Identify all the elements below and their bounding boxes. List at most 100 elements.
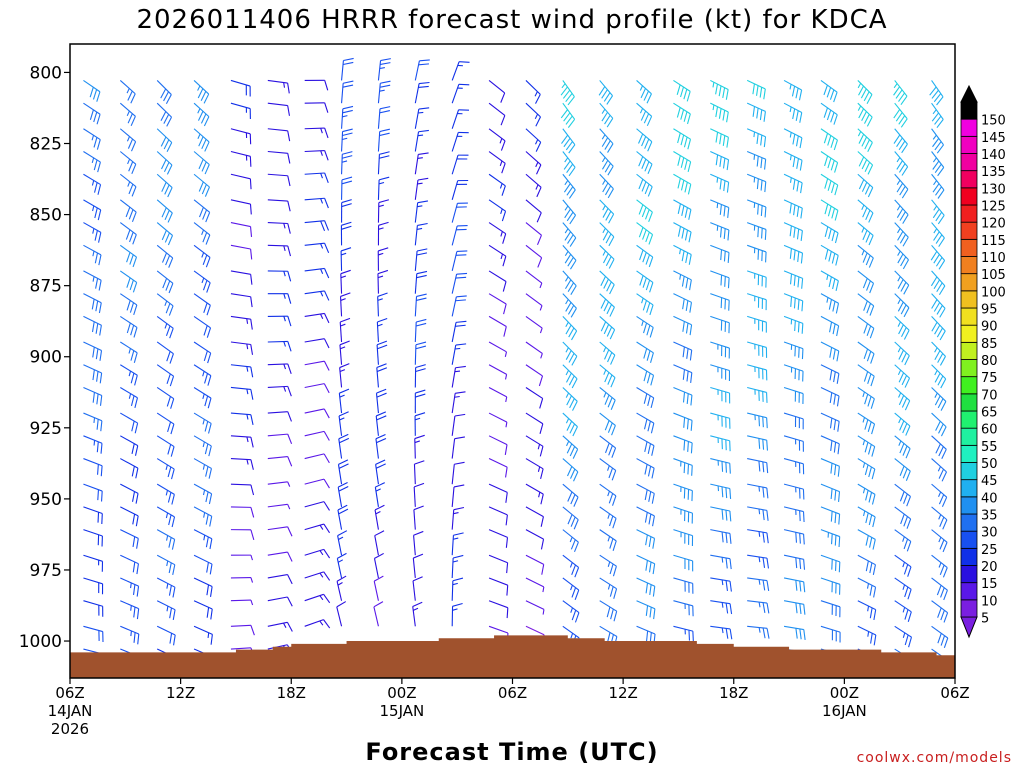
wind-barb	[857, 435, 876, 457]
wind-barb	[636, 293, 654, 316]
wind-barb	[83, 102, 101, 125]
y-tick-label: 875	[30, 277, 62, 297]
wind-barb	[894, 316, 910, 340]
wind-barb	[488, 270, 507, 292]
colorbar-swatch	[960, 565, 978, 584]
wind-barb	[636, 435, 655, 456]
wind-barb	[488, 293, 507, 315]
wind-barb	[783, 577, 806, 593]
wind-barb	[857, 128, 873, 153]
wind-barb	[525, 364, 544, 387]
x-tick-label: 06Z	[498, 684, 527, 702]
wind-barb	[525, 577, 545, 593]
wind-barb	[377, 292, 388, 317]
wind-barb	[230, 624, 255, 636]
x-tick-label: 2026	[51, 720, 89, 738]
colorbar-swatch	[960, 324, 978, 343]
wind-barb	[673, 102, 691, 125]
wind-barb	[451, 461, 465, 485]
wind-barb	[673, 435, 693, 454]
x-tick-label: 06Z	[940, 684, 969, 702]
wind-barb	[894, 625, 913, 648]
wind-barb	[599, 412, 616, 436]
wind-barb	[599, 435, 617, 458]
wind-barb	[525, 102, 541, 127]
wind-barb	[599, 600, 618, 622]
wind-barb	[230, 435, 254, 448]
colorbar-swatch	[960, 221, 978, 240]
wind-barb	[377, 247, 389, 271]
wind-barb	[156, 529, 176, 550]
wind-barb	[451, 506, 465, 530]
wind-barb	[783, 364, 804, 382]
wind-barb	[857, 151, 874, 175]
wind-barb	[857, 387, 875, 409]
wind-barb	[710, 244, 730, 263]
wind-barb	[451, 109, 470, 129]
wind-barb	[120, 600, 140, 620]
wind-barb	[377, 58, 391, 81]
y-axis: 800 825 850 875 900 925 950 975 1000	[19, 63, 70, 652]
wind-barb	[83, 151, 101, 173]
wind-barb	[710, 79, 729, 100]
wind-barb	[894, 222, 909, 247]
wind-barb	[673, 199, 692, 220]
wind-barb	[193, 80, 210, 104]
wind-barb	[83, 412, 103, 432]
colorbar-swatch	[960, 513, 978, 532]
wind-barb	[193, 554, 213, 575]
wind-barb	[747, 386, 768, 403]
y-tick-label: 950	[30, 490, 62, 510]
wind-barb	[377, 128, 390, 152]
wind-barb	[304, 79, 329, 91]
wind-barb	[451, 250, 468, 272]
wind-barb	[267, 293, 292, 304]
wind-barb	[783, 244, 804, 264]
colorbar-swatch	[960, 444, 978, 463]
wind-barb	[488, 222, 507, 244]
wind-barb	[341, 176, 353, 200]
wind-barb	[673, 244, 692, 265]
wind-barb	[525, 244, 543, 268]
wind-barb	[710, 483, 732, 499]
wind-barb	[304, 430, 330, 441]
wind-barb	[120, 435, 139, 456]
wind-barb	[673, 222, 692, 243]
colorbar-label: 120	[981, 217, 1006, 232]
wind-barb	[193, 506, 213, 527]
wind-barb	[783, 458, 805, 475]
wind-barb	[341, 199, 352, 223]
colorbar-label: 20	[981, 560, 998, 575]
wind-barb	[636, 506, 655, 527]
wind-barb	[599, 387, 616, 410]
wind-barb	[337, 459, 349, 485]
wind-barb	[673, 386, 693, 406]
wind-barb	[451, 532, 464, 556]
colorbar-label: 80	[981, 354, 998, 369]
wind-barb	[857, 506, 876, 528]
wind-barb	[193, 315, 212, 338]
wind-barb	[340, 269, 351, 294]
wind-barb	[673, 128, 692, 150]
wind-barb	[894, 483, 911, 507]
wind-barb	[414, 222, 428, 246]
wind-barb	[414, 364, 426, 388]
wind-barb	[783, 529, 805, 545]
wind-barb	[931, 577, 948, 601]
wind-barb	[374, 482, 386, 507]
wind-barb	[193, 270, 211, 293]
wind-barb	[673, 506, 693, 524]
wind-barb	[230, 293, 253, 308]
colorbar-label: 45	[981, 474, 998, 489]
wind-barb	[156, 625, 176, 646]
wind-barb	[636, 341, 654, 363]
wind-barb	[193, 458, 212, 479]
colorbar-swatch	[960, 238, 978, 257]
wind-barb	[193, 341, 212, 364]
wind-barb	[267, 244, 292, 257]
wind-barb	[83, 577, 104, 595]
wind-barb	[562, 316, 578, 341]
y-tick-label: 800	[30, 63, 62, 83]
wind-barb	[120, 554, 139, 575]
wind-barb	[894, 458, 911, 481]
